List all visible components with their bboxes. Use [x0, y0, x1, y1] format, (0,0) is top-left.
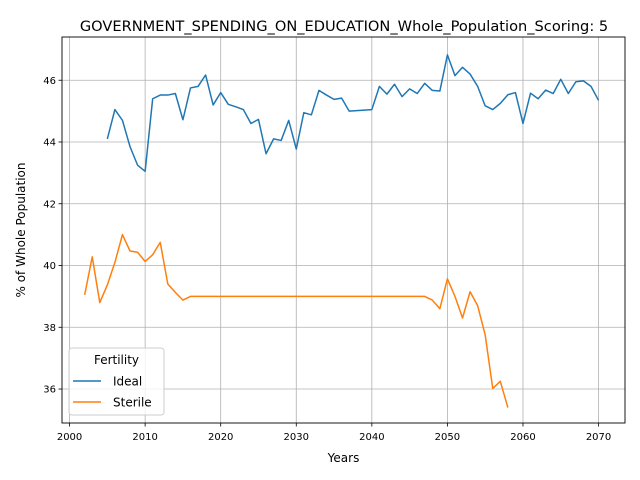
- x-tick-label: 2060: [510, 432, 535, 443]
- x-axis: 2000 2010 2020 2030 2040 2050 2060 2070: [57, 423, 611, 443]
- y-tick-label: 36: [43, 385, 56, 396]
- x-tick-label: 2040: [359, 432, 384, 443]
- x-axis-label: Years: [327, 451, 360, 465]
- y-tick-label: 46: [43, 76, 56, 87]
- series-line-ideal: [107, 55, 598, 171]
- y-axis: 36 38 40 42 44 46: [43, 76, 62, 396]
- legend: Fertility Ideal Sterile: [69, 348, 164, 415]
- y-tick-label: 38: [43, 323, 56, 334]
- x-tick-label: 2030: [284, 432, 309, 443]
- x-tick-label: 2010: [132, 432, 157, 443]
- y-axis-label: % of Whole Population: [14, 163, 28, 298]
- chart-title: GOVERNMENT_SPENDING_ON_EDUCATION_Whole_P…: [80, 18, 608, 35]
- y-tick-label: 42: [43, 199, 56, 210]
- legend-label-ideal: Ideal: [113, 375, 142, 389]
- y-tick-label: 40: [43, 261, 56, 272]
- x-tick-label: 2050: [435, 432, 460, 443]
- legend-title: Fertility: [94, 353, 139, 367]
- x-tick-label: 2070: [586, 432, 611, 443]
- x-tick-label: 2020: [208, 432, 233, 443]
- y-tick-label: 44: [43, 138, 56, 149]
- x-tick-label: 2000: [57, 432, 82, 443]
- legend-label-sterile: Sterile: [113, 396, 152, 410]
